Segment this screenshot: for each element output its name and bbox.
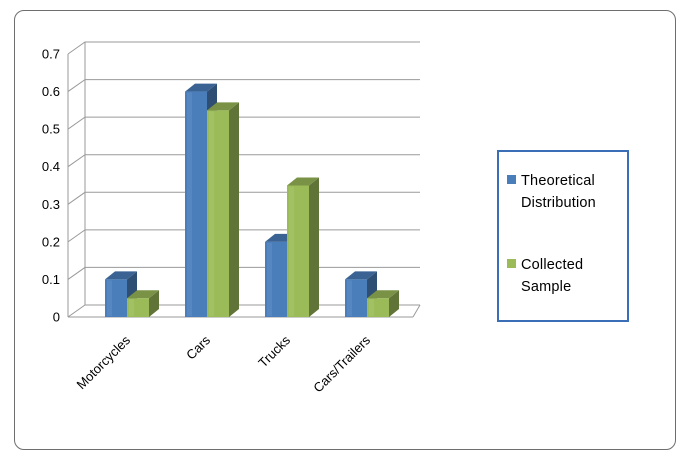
legend-label-collected: Collected Sample [521,257,584,295]
legend-label-theoretical: Theoretical Distribution [521,173,596,211]
y-tick-label: 0.7 [42,47,60,62]
bar-side [389,290,399,317]
bar-top [207,102,239,111]
y-tick-label: 0.6 [42,84,60,99]
bar-top [367,290,399,299]
legend-swatch-theoretical [507,175,516,184]
y-tick-label: 0 [53,310,60,325]
legend: Theoretical Distribution Collected Sampl… [497,150,629,322]
bar-side [149,290,159,317]
bar-top [127,290,159,299]
bar-top [287,177,319,186]
bar [207,102,239,317]
y-tick-label: 0.5 [42,122,60,137]
gridline [67,79,420,92]
bar-side [309,177,319,317]
legend-swatch-collected [507,259,516,268]
bar-highlight [129,299,134,316]
x-tick-label: Trucks [255,332,293,370]
bar [287,177,319,317]
bar-top [185,83,217,92]
bar-highlight [267,242,272,316]
x-axis-ticks: Motorcycles Cars Trucks Cars/Trailers [73,332,373,395]
legend-entry-theoretical: Theoretical Distribution [507,170,596,214]
y-tick-label: 0.4 [42,159,60,174]
gridline [67,191,420,205]
bar-top [345,271,377,280]
y-tick-label: 0.3 [42,197,60,212]
bar-highlight [347,280,352,316]
bar-side [229,102,239,317]
bar-top [105,271,137,280]
floor-right-edge [412,304,421,318]
y-tick-label: 0.1 [42,272,60,287]
bar [367,290,399,317]
x-tick-label: Cars/Trailers [310,332,373,395]
bar-highlight [369,299,374,316]
gridline [67,154,420,168]
y-axis-ticks: 0 0.1 0.2 0.3 0.4 0.5 0.6 0.7 [42,47,60,325]
bar-highlight [289,186,294,316]
bar [127,290,159,317]
bar-highlight [187,92,192,316]
gridline [67,116,420,130]
bar-highlight [209,111,214,316]
bar-highlight [107,280,112,316]
gridline [67,229,420,243]
gridline [67,41,420,55]
legend-entry-collected: Collected Sample [507,254,583,298]
y-tick-label: 0.2 [42,234,60,249]
x-tick-label: Cars [183,332,213,362]
bars [105,83,399,317]
x-tick-label: Motorcycles [73,332,133,392]
